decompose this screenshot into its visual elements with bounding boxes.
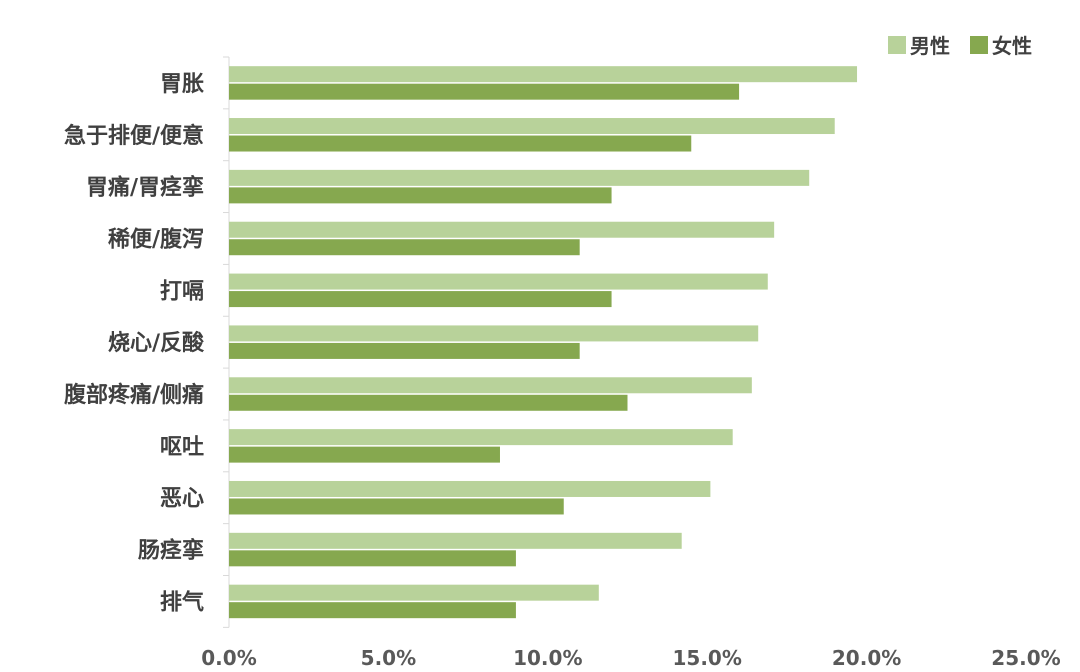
x-tick-label: 25.0% xyxy=(991,646,1060,670)
legend-swatch-female xyxy=(970,36,988,54)
bar-female xyxy=(229,602,516,619)
category-label: 稀便/腹泻 xyxy=(108,226,204,252)
category-label: 胃胀 xyxy=(160,72,204,97)
bar-male xyxy=(229,273,768,290)
bar-male xyxy=(229,532,682,549)
bars xyxy=(229,66,858,619)
bar-female xyxy=(229,446,500,463)
legend-label-female: 女性 xyxy=(992,34,1032,58)
legend: 男性 女性 xyxy=(888,34,1032,58)
bar-male xyxy=(229,377,752,394)
x-tick-label: 5.0% xyxy=(361,646,416,670)
bar-male xyxy=(229,118,835,135)
category-label: 排气 xyxy=(160,589,204,615)
x-tick-labels: 0.0% 5.0% 10.0% 15.0% 20.0% 25.0% xyxy=(201,646,1060,670)
x-tick-label: 20.0% xyxy=(832,646,901,670)
category-label: 急于排便/便意 xyxy=(64,123,204,149)
bar-female xyxy=(229,135,692,152)
bar-female xyxy=(229,83,740,100)
category-label: 呕吐 xyxy=(160,435,204,460)
bar-female xyxy=(229,498,564,515)
category-label: 恶心 xyxy=(160,487,204,512)
bar-female xyxy=(229,342,580,359)
category-label: 打嗝 xyxy=(160,279,204,304)
x-tick-label: 15.0% xyxy=(673,646,742,670)
bar-male xyxy=(229,325,759,342)
category-label: 烧心/反酸 xyxy=(108,331,205,356)
bar-female xyxy=(229,291,612,308)
legend-swatch-male xyxy=(888,36,906,54)
bar-male xyxy=(229,221,775,238)
bar-female xyxy=(229,550,516,567)
legend-label-male: 男性 xyxy=(910,34,950,58)
bar-male xyxy=(229,169,810,186)
bar-female xyxy=(229,394,628,411)
category-label: 肠痉挛 xyxy=(138,538,204,564)
category-label: 腹部疼痛/侧痛 xyxy=(64,382,204,408)
bar-female xyxy=(229,239,580,256)
category-label: 胃痛/胃痉挛 xyxy=(86,175,204,201)
bar-male xyxy=(229,584,599,601)
x-tick-label: 0.0% xyxy=(201,646,256,670)
category-labels: 胃胀急于排便/便意胃痛/胃痉挛稀便/腹泻打嗝烧心/反酸腹部疼痛/侧痛呕吐恶心肠痉… xyxy=(64,72,205,615)
bar-male xyxy=(229,429,733,446)
y-axis xyxy=(223,56,230,628)
bar-female xyxy=(229,187,612,204)
x-tick-label: 10.0% xyxy=(513,646,582,670)
bar-male xyxy=(229,66,858,83)
bar-male xyxy=(229,480,711,497)
